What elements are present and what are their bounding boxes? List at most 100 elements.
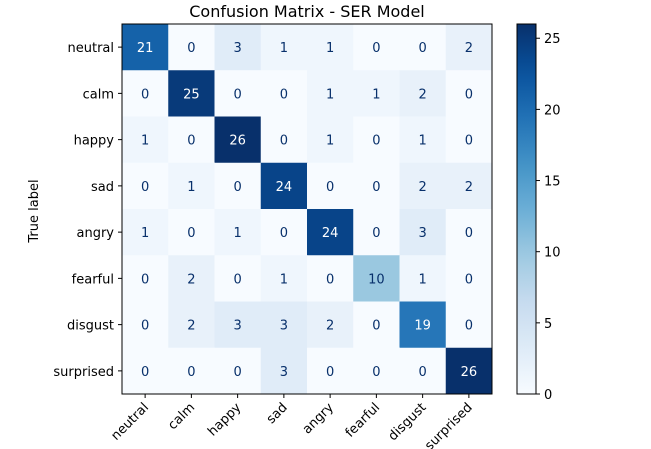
heatmap-cell [353,347,400,395]
colorbar: 0 5 10 15 20 25 [516,23,561,403]
heatmap-cell [168,162,215,210]
cell-value: 2 [465,180,473,195]
heatmap-cell [353,162,400,210]
x-tick-labels: neutral calm happy sad angry fearful disgustsu… [108,394,476,449]
cell-value: 0 [418,41,426,56]
cell-value: 1 [326,87,334,102]
cell-value: 0 [187,41,195,56]
cell-value: 0 [141,87,149,102]
heatmap-cell [260,301,308,349]
colorbar-tick-label: 20 [544,103,561,118]
heatmap-cell [168,347,215,395]
y-tick-label: neutral [68,41,115,56]
colorbar-tick-label: 5 [544,317,552,332]
cell-value: 3 [233,319,241,334]
heatmap-cell-labels: 21 0 3 1 1 0 0 20 25 0 0 1 1 2 01 0 26 0 1 0 1 00 1 0 24 0 0 2 21 0 1 0… [137,41,477,380]
cell-value: 0 [141,272,149,287]
heatmap-cell [122,116,169,164]
cell-value: 0 [280,134,288,149]
cell-value: 1 [326,134,334,149]
heatmap-cell [214,347,262,395]
heatmap-cell [445,70,493,117]
cell-value: 0 [372,365,380,380]
x-tick-label: angry [300,400,337,437]
colorbar-tick-label: 25 [544,32,561,47]
y-axis-label: True label [27,179,42,243]
heatmap-cell [307,24,354,71]
cell-value: 2 [326,319,334,334]
cell-value: 19 [414,319,431,334]
x-tick-label: sad [264,400,291,427]
heatmap-cell [122,209,169,256]
heatmap-cell [307,116,354,164]
x-tick-label: fearful [343,400,384,441]
heatmap-cell [122,347,169,395]
cell-value: 0 [372,134,380,149]
x-tick-label: surprised [422,400,475,449]
heatmap-cell [260,209,308,256]
colorbar-tick-label: 10 [544,246,561,261]
heatmap-cell [214,162,262,210]
cell-value: 1 [280,41,288,56]
x-tick-label: happy [205,400,244,439]
cell-value: 0 [280,226,288,241]
heatmap-cell [445,255,493,302]
heatmap-cell [445,209,493,256]
heatmap-cell [214,209,262,256]
heatmap-cell [307,162,354,210]
heatmap-cell [214,70,262,117]
y-tick-label: calm [83,87,114,102]
heatmap-cell [307,70,354,117]
cell-value: 21 [137,41,154,56]
cell-value: 1 [141,226,149,241]
cell-value: 24 [276,180,293,195]
heatmap-cell [122,24,169,71]
heatmap-cell [260,116,308,164]
colorbar-tick-label: 15 [544,175,561,190]
heatmap-cell [399,301,447,349]
cell-value: 0 [187,226,195,241]
heatmap-cell [214,116,262,164]
cell-value: 3 [280,365,288,380]
cell-value: 0 [465,226,473,241]
cell-value: 0 [465,272,473,287]
cell-value: 1 [141,134,149,149]
heatmap-cell [168,209,215,256]
heatmap-cell [168,116,215,164]
heatmap-cell [399,116,447,164]
y-tick-label: sad [91,180,114,195]
heatmap-cell [399,162,447,210]
heatmap-cell [307,347,354,395]
cell-value: 1 [418,272,426,287]
cell-value: 1 [418,134,426,149]
cell-value: 0 [326,365,334,380]
heatmap-cell [307,255,354,302]
x-tick-label: calm [165,400,198,433]
cell-value: 1 [372,87,380,102]
heatmap-cell [260,255,308,302]
heatmap-cell [168,70,215,117]
cell-value: 0 [233,180,241,195]
cell-value: 0 [372,226,380,241]
cell-value: 0 [141,365,149,380]
heatmap-cell [445,116,493,164]
cell-value: 1 [187,180,195,195]
cell-value: 2 [418,180,426,195]
y-tick-label: surprised [53,365,114,380]
cell-value: 0 [372,180,380,195]
cell-value: 0 [326,180,334,195]
colorbar-gradient [516,23,537,395]
heatmap-cell [214,301,262,349]
heatmap-cell [307,209,354,256]
y-tick-label: angry [77,226,115,241]
cell-value: 1 [326,41,334,56]
heatmap-cell [445,162,493,210]
cell-value: 0 [141,319,149,334]
heatmap-cell [260,162,308,210]
cell-value: 0 [418,365,426,380]
cell-value: 0 [233,272,241,287]
plot-frame [121,23,493,395]
cell-value: 0 [187,365,195,380]
cell-value: 0 [372,41,380,56]
